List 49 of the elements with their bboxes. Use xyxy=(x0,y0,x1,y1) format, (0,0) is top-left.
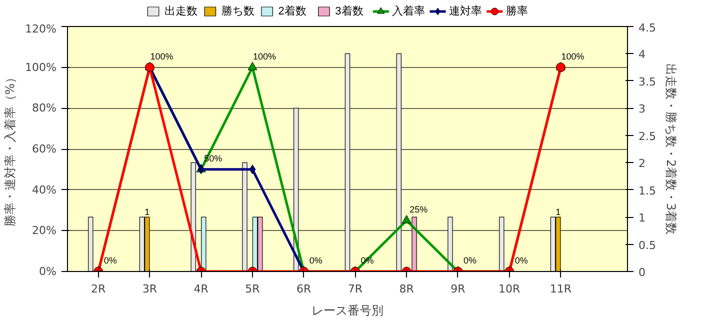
x-tick-label: 8R xyxy=(399,282,414,296)
legend-label: 連対率 xyxy=(448,4,482,18)
data-label: 100% xyxy=(561,51,584,62)
legend-label: 3着数 xyxy=(335,4,364,18)
y2-tick-label: 3.5 xyxy=(638,75,656,88)
data-label: 0% xyxy=(104,256,117,266)
legend-label: 勝ち数 xyxy=(221,6,254,18)
legend-label: 出走数 xyxy=(164,4,198,18)
legend-label: 2着数 xyxy=(278,4,306,18)
x-tick-label: 11R xyxy=(550,282,572,296)
data-label: 0% xyxy=(309,256,322,266)
y-tick-label: 120% xyxy=(25,22,57,36)
y2-tick-label: 4.5 xyxy=(638,22,656,34)
x-tick-label: 4R xyxy=(194,282,209,296)
y2-tick-label: 4 xyxy=(638,48,646,62)
x-tick-label: 6R xyxy=(296,282,312,296)
point xyxy=(402,215,412,224)
y2-tick-label: 0.5 xyxy=(638,238,656,252)
x-tick-label: 3R xyxy=(142,282,158,296)
data-label: 25% xyxy=(410,204,428,214)
y2-axis-title: 出走数・勝ち数・2着数・3着数 xyxy=(664,63,678,235)
y2-tick-label: 1.5 xyxy=(638,184,656,198)
x-tick-label: 7R xyxy=(348,282,363,296)
y2-tick-label: 2 xyxy=(638,157,646,170)
x-tick-label: 10R xyxy=(498,282,521,296)
point xyxy=(248,62,258,70)
data-label: 100% xyxy=(252,51,276,62)
data-label: 0% xyxy=(514,256,528,266)
y2-tick-label: 0 xyxy=(638,266,646,279)
y-axis-title: 勝率・連対率・入着率（%） xyxy=(3,71,18,227)
data-label: 100% xyxy=(150,51,174,62)
y2-tick-label: 3 xyxy=(638,102,646,116)
x-tick-label: 5R xyxy=(245,282,260,296)
y-tick-label: 80% xyxy=(32,102,57,115)
y2-tick-label: 1 xyxy=(638,212,646,225)
legend-label: 勝率 xyxy=(506,4,528,18)
data-label: 1 xyxy=(144,207,150,218)
y-tick-label: 0% xyxy=(39,265,56,278)
y-tick-label: 100% xyxy=(25,60,57,74)
y-tick-label: 40% xyxy=(32,183,57,196)
x-tick-label: 9R xyxy=(450,282,466,296)
y-tick-label: 60% xyxy=(32,142,57,156)
legend-label: 入着率 xyxy=(392,4,426,18)
x-axis-title: レース番号別 xyxy=(312,304,384,318)
y2-tick-label: 2.5 xyxy=(638,130,656,143)
data-label: 1 xyxy=(556,207,561,218)
data-label: 0% xyxy=(463,256,476,266)
y-tick-label: 20% xyxy=(32,224,57,238)
x-tick-label: 2R xyxy=(91,282,106,296)
